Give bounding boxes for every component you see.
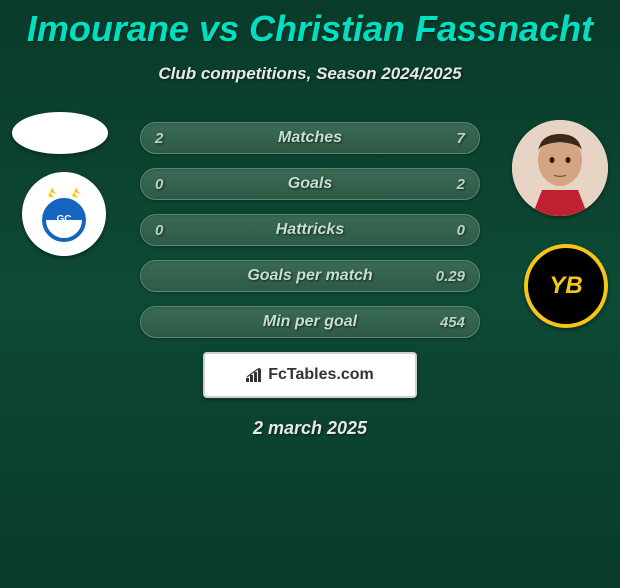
stat-left-value: 2 (155, 130, 163, 147)
stats-container: 2 Matches 7 0 Goals 2 0 Hattricks 0 Goal… (140, 112, 480, 338)
comparison-date: 2 march 2025 (0, 418, 620, 439)
stat-row-min-per-goal: Min per goal 454 (140, 306, 480, 338)
comparison-subtitle: Club competitions, Season 2024/2025 (0, 64, 620, 84)
chart-icon (246, 368, 264, 382)
player-left-avatar (12, 112, 108, 154)
stat-left-value: 0 (155, 222, 163, 239)
stat-right-value: 0.29 (436, 268, 465, 285)
stat-label: Goals per match (141, 267, 479, 285)
stat-right-value: 2 (457, 176, 465, 193)
comparison-title: Imourane vs Christian Fassnacht (0, 8, 620, 50)
stat-row-matches: 2 Matches 7 (140, 122, 480, 154)
club-right-text: YB (549, 272, 582, 300)
stat-right-value: 7 (457, 130, 465, 147)
stat-label: Goals (141, 175, 479, 193)
brand-label: FcTables.com (268, 366, 374, 384)
stat-left-value: 0 (155, 176, 163, 193)
main-content: GC YB 2 Matches 7 0 Goals 2 0 Hattricks … (0, 112, 620, 439)
club-right-badge: YB (524, 244, 608, 328)
stat-right-value: 0 (457, 222, 465, 239)
player-right-avatar (512, 120, 608, 216)
svg-text:GC: GC (57, 214, 72, 225)
stat-row-goals: 0 Goals 2 (140, 168, 480, 200)
brand-attribution[interactable]: FcTables.com (203, 352, 417, 398)
stat-row-goals-per-match: Goals per match 0.29 (140, 260, 480, 292)
stat-right-value: 454 (440, 314, 465, 331)
stat-label: Matches (141, 129, 479, 147)
stat-label: Min per goal (141, 313, 479, 331)
stat-row-hattricks: 0 Hattricks 0 (140, 214, 480, 246)
stat-label: Hattricks (141, 221, 479, 239)
club-left-badge: GC (22, 172, 106, 256)
